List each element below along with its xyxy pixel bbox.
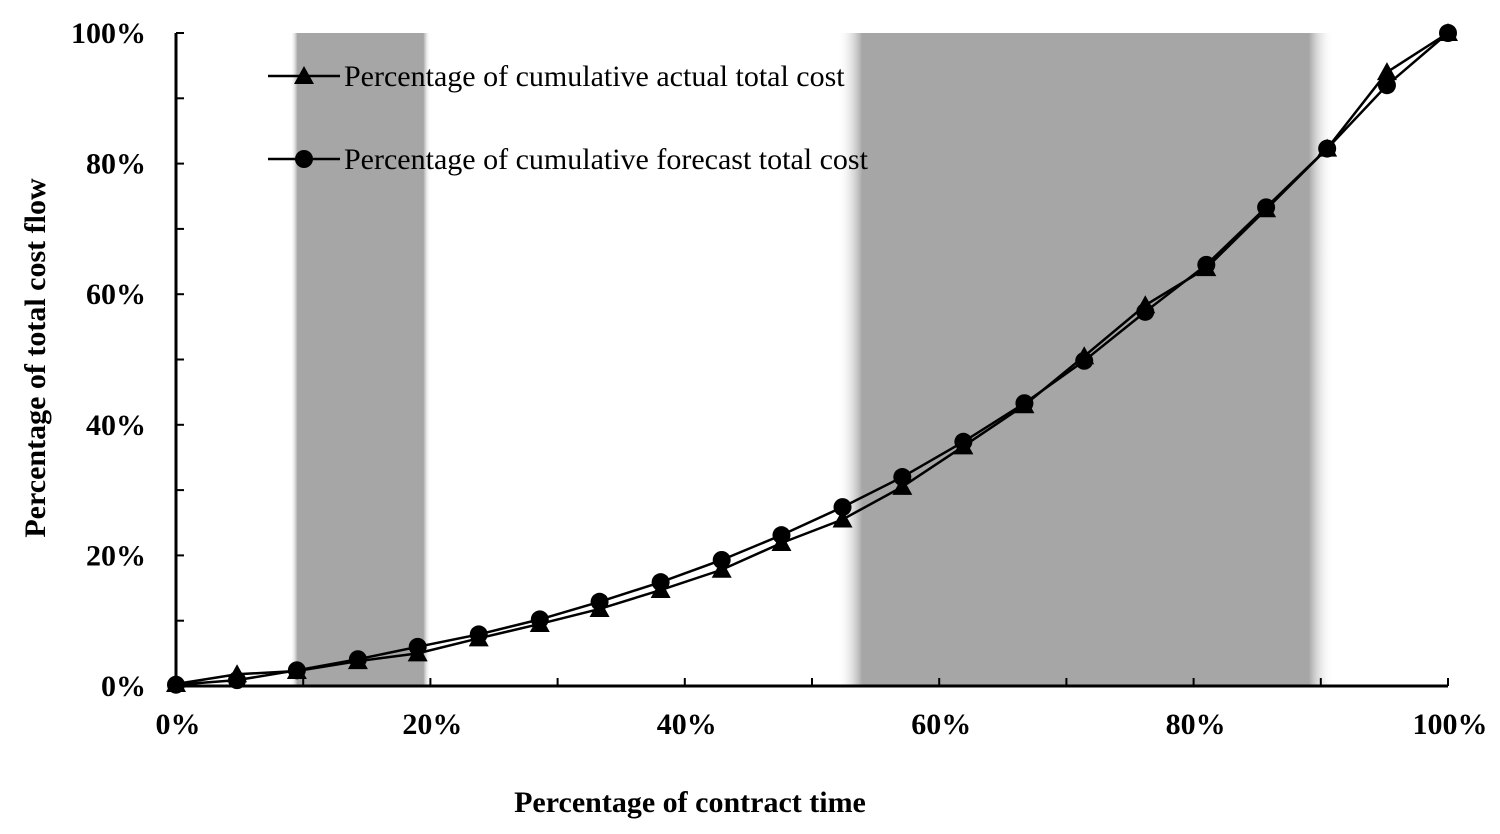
- series-2-point: [1075, 351, 1094, 370]
- y-axis-title: Percentage of total cost flow: [19, 178, 52, 538]
- series-1-line: [175, 31, 1449, 686]
- legend-label: Percentage of cumulative forecast total …: [344, 143, 869, 176]
- circle-marker-icon: [295, 150, 313, 168]
- series-2-point: [590, 592, 609, 611]
- series-2-point: [1136, 302, 1155, 321]
- series-1-point: [1376, 62, 1397, 81]
- series-2-point: [167, 675, 185, 694]
- series-2-point: [954, 432, 973, 451]
- series-2-point: [469, 625, 488, 644]
- y-tick-label: 0%: [101, 670, 146, 703]
- series-2-point: [1257, 198, 1276, 217]
- series-2-point: [1318, 139, 1337, 158]
- series-2-point: [1377, 76, 1396, 95]
- series-2-point: [530, 610, 549, 629]
- series-2-point: [712, 550, 731, 569]
- series-2-point: [1015, 394, 1034, 413]
- x-tick-label: 20%: [402, 708, 462, 741]
- y-tick-label: 40%: [86, 409, 146, 442]
- series-2-line: [175, 32, 1449, 686]
- x-tick-label: 40%: [657, 708, 717, 741]
- shaded-region-1: [290, 33, 431, 686]
- legend-item-2: Percentage of cumulative forecast total …: [268, 143, 869, 176]
- legend-item-1: Percentage of cumulative actual total co…: [268, 60, 845, 93]
- series-2-point: [408, 637, 427, 656]
- x-axis-title: Percentage of contract time: [514, 786, 866, 819]
- series-2-point: [833, 498, 852, 517]
- legend-label: Percentage of cumulative actual total co…: [344, 60, 845, 93]
- series-2-point: [287, 661, 306, 680]
- series-2-point: [348, 650, 367, 669]
- series-2-point: [1439, 24, 1457, 42]
- series-2-point: [893, 468, 912, 487]
- x-tick-label: 80%: [1166, 708, 1226, 741]
- y-tick-label: 100%: [71, 17, 146, 50]
- x-tick-label: 60%: [911, 708, 971, 741]
- series-2-point: [228, 671, 247, 690]
- series-2-point: [1197, 255, 1216, 274]
- y-tick-label: 80%: [86, 148, 146, 181]
- x-tick-label: 0%: [156, 708, 201, 741]
- y-tick-label: 20%: [86, 539, 146, 572]
- series-2-point: [772, 526, 791, 545]
- x-tick-label: 100%: [1413, 708, 1488, 741]
- triangle-marker-icon: [294, 66, 314, 84]
- y-tick-label: 60%: [86, 278, 146, 311]
- series-2: [167, 24, 1457, 694]
- series-2-point: [651, 573, 670, 592]
- series-1-point: [832, 509, 853, 528]
